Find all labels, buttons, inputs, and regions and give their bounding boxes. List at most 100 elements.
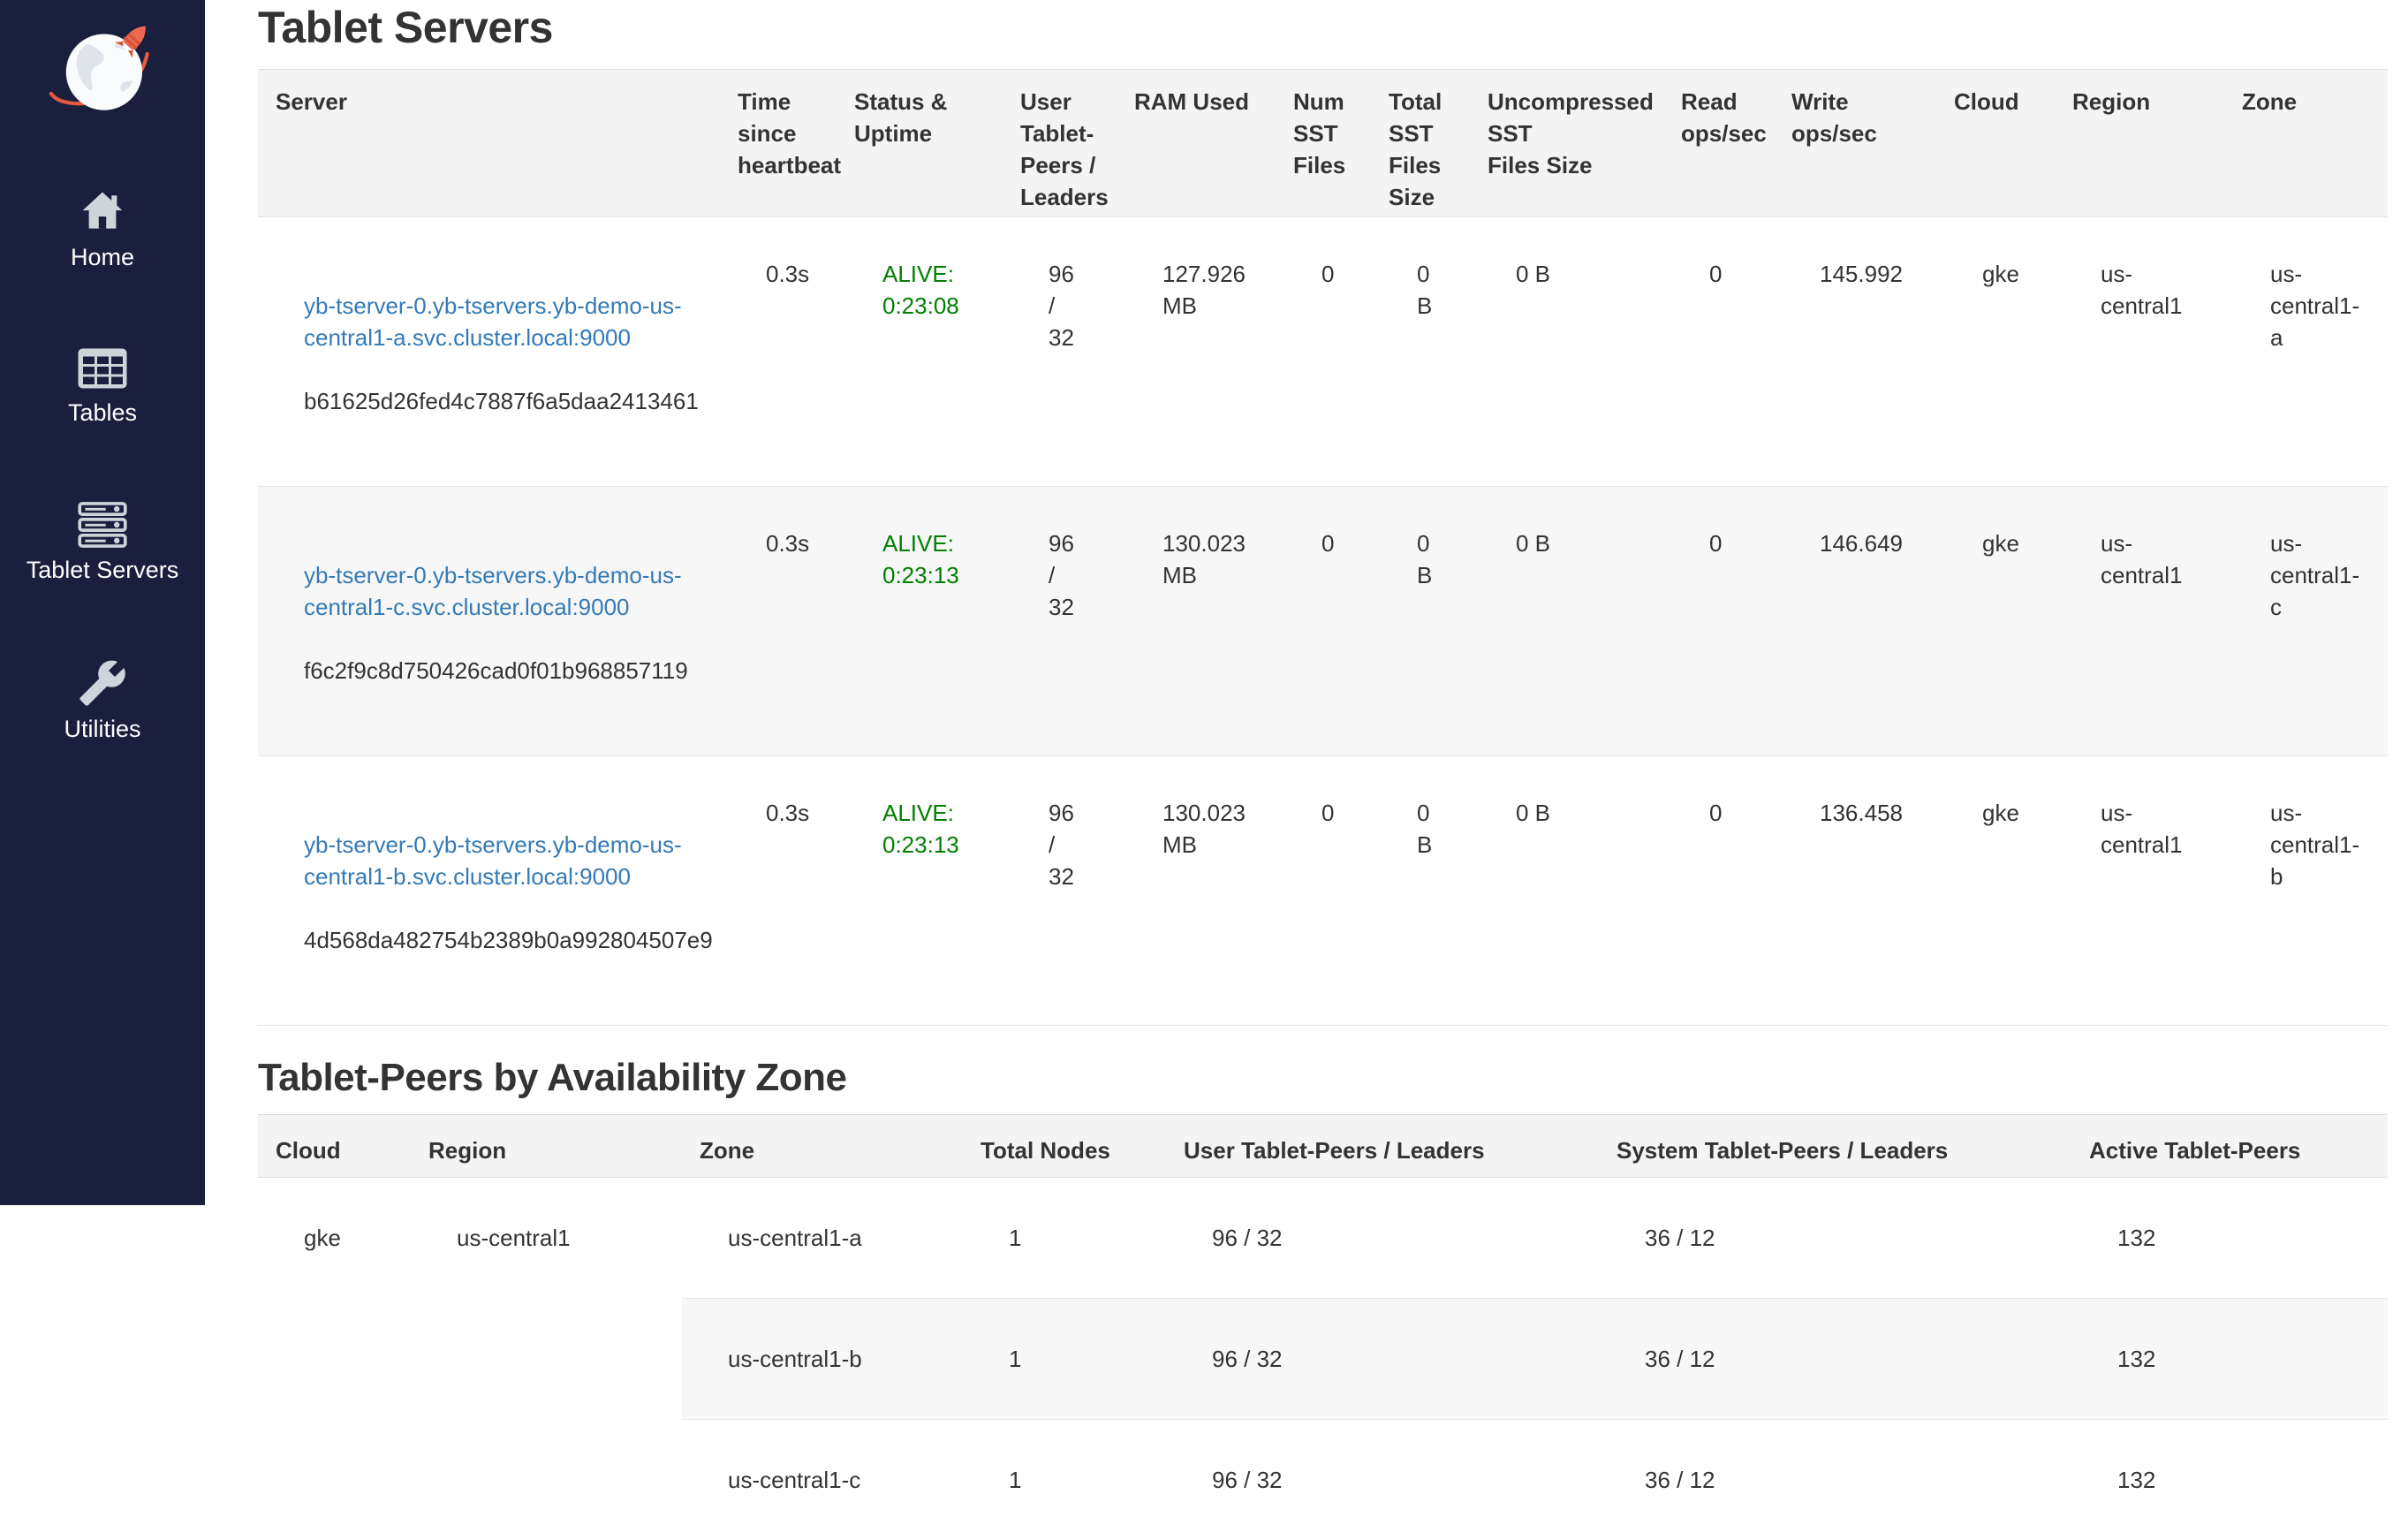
system-peers-cell: 36 / 12 [1599,1178,2071,1299]
total-nodes-cell: 1 [963,1178,1166,1299]
sidebar-item-label: Utilities [64,715,140,743]
sidebar-item-utilities[interactable]: Utilities [64,658,140,743]
total-sst-cell: 0 B [1371,756,1470,1026]
col-header-total-nodes: Total Nodes [963,1115,1166,1178]
zone-cell: us- central1- b [2224,756,2388,1026]
cloud-cell: gke [1936,756,2055,1026]
zone-cell: us- central1- a [2224,217,2388,487]
az-table-header-row: Cloud Region Zone Total Nodes User Table… [258,1115,2388,1178]
tserver-link[interactable]: yb-tserver-0.yb-tservers.yb-demo-us- cen… [304,290,709,353]
col-header-zone: Zone [682,1115,963,1178]
table-row: yb-tserver-0.yb-tservers.yb-demo-us- cen… [258,756,2388,1026]
heartbeat-cell: 0.3s [720,217,837,487]
ram-used-cell: 127.926 MB [1117,217,1276,487]
tserver-uuid: 4d568da482754b2389b0a992804507e9 [304,924,709,956]
sidebar-item-tables[interactable]: Tables [68,345,137,427]
heartbeat-cell: 0.3s [720,487,837,756]
user-tablet-peers-cell: 96 / 32 [1003,756,1117,1026]
ram-used-cell: 130.023 MB [1117,756,1276,1026]
col-header-active-tablet-peers: Active Tablet-Peers [2071,1115,2388,1178]
sidebar-item-home[interactable]: Home [71,186,134,271]
server-cell: yb-tserver-0.yb-tservers.yb-demo-us- cen… [258,756,720,1026]
tables-icon [76,345,129,391]
user-peers-cell: 96 / 32 [1166,1420,1599,1540]
col-header-cloud: Cloud [258,1115,411,1178]
system-peers-cell: 36 / 12 [1599,1420,2071,1540]
zone-cell: us-central1-a [682,1178,963,1299]
sidebar: Home Tables [0,0,205,1205]
col-header-read-ops: Read ops/sec [1663,70,1774,217]
sidebar-item-label: Tablet Servers [27,556,179,584]
region-cell: us-central1 [411,1178,682,1540]
zone-cell: us-central1-c [682,1420,963,1540]
num-sst-cell: 0 [1276,217,1371,487]
col-header-status: Status & Uptime [837,70,1003,217]
read-ops-cell: 0 [1663,756,1774,1026]
total-nodes-cell: 1 [963,1299,1166,1420]
home-icon [77,186,128,236]
sidebar-nav: Home Tables [27,186,179,817]
server-cell: yb-tserver-0.yb-tservers.yb-demo-us- cen… [258,487,720,756]
total-nodes-cell: 1 [963,1420,1166,1540]
heartbeat-cell: 0.3s [720,756,837,1026]
total-sst-cell: 0 B [1371,217,1470,487]
tserver-link[interactable]: yb-tserver-0.yb-tservers.yb-demo-us- cen… [304,559,709,623]
uncompressed-sst-cell: 0 B [1470,487,1663,756]
region-cell: us- central1 [2055,217,2224,487]
tserver-uuid: f6c2f9c8d750426cad0f01b968857119 [304,655,709,687]
col-header-write-ops: Write ops/sec [1774,70,1936,217]
status-badge: ALIVE: 0:23:13 [837,487,1003,756]
col-header-system-tablet-peers: System Tablet-Peers / Leaders [1599,1115,2071,1178]
uncompressed-sst-cell: 0 B [1470,756,1663,1026]
servers-icon [75,501,130,549]
write-ops-cell: 146.649 [1774,487,1936,756]
yugabyte-logo[interactable] [36,12,169,125]
col-header-total-sst: Total SST Files Size [1371,70,1470,217]
write-ops-cell: 136.458 [1774,756,1936,1026]
tserver-uuid: b61625d26fed4c7887f6a5daa2413461 [304,385,709,417]
zone-cell: us- central1- c [2224,487,2388,756]
col-header-zone: Zone [2224,70,2388,217]
col-header-heartbeat: Time since heartbeat [720,70,837,217]
status-badge: ALIVE: 0:23:08 [837,217,1003,487]
zone-cell: us-central1-b [682,1299,963,1420]
read-ops-cell: 0 [1663,487,1774,756]
region-cell: us- central1 [2055,756,2224,1026]
num-sst-cell: 0 [1276,756,1371,1026]
main-content: Tablet Servers Server Time since heartbe… [205,2,2408,1540]
wrench-icon [77,658,128,708]
user-tablet-peers-cell: 96 / 32 [1003,217,1117,487]
sidebar-item-label: Home [71,243,134,271]
col-header-user-tablet-peers: User Tablet-Peers / Leaders [1166,1115,1599,1178]
total-sst-cell: 0 B [1371,487,1470,756]
cloud-cell: gke [258,1178,411,1540]
col-header-region: Region [2055,70,2224,217]
tserver-table-header-row: Server Time since heartbeat Status & Upt… [258,70,2388,217]
ram-used-cell: 130.023 MB [1117,487,1276,756]
server-cell: yb-tserver-0.yb-tservers.yb-demo-us- cen… [258,217,720,487]
num-sst-cell: 0 [1276,487,1371,756]
uncompressed-sst-cell: 0 B [1470,217,1663,487]
active-peers-cell: 132 [2071,1420,2388,1540]
sidebar-item-label: Tables [68,398,137,427]
tablet-servers-table: Server Time since heartbeat Status & Upt… [258,69,2388,1026]
user-tablet-peers-cell: 96 / 32 [1003,487,1117,756]
write-ops-cell: 145.992 [1774,217,1936,487]
col-header-num-sst: Num SST Files [1276,70,1371,217]
col-header-ram: RAM Used [1117,70,1276,217]
tserver-link[interactable]: yb-tserver-0.yb-tservers.yb-demo-us- cen… [304,829,709,892]
table-row: yb-tserver-0.yb-tservers.yb-demo-us- cen… [258,487,2388,756]
page-title: Tablet Servers [258,2,2387,53]
status-badge: ALIVE: 0:23:13 [837,756,1003,1026]
section-title-tablet-peers-by-az: Tablet-Peers by Availability Zone [258,1056,2387,1100]
user-peers-cell: 96 / 32 [1166,1178,1599,1299]
sidebar-item-tablet-servers[interactable]: Tablet Servers [27,501,179,584]
col-header-server: Server [258,70,720,217]
user-peers-cell: 96 / 32 [1166,1299,1599,1420]
region-cell: us- central1 [2055,487,2224,756]
col-header-uncompressed-sst: Uncompressed SST Files Size [1470,70,1663,217]
active-peers-cell: 132 [2071,1178,2388,1299]
col-header-user-tablet-peers: User Tablet- Peers / Leaders [1003,70,1117,217]
table-row: gke us-central1 us-central1-a 1 96 / 32 … [258,1178,2388,1299]
active-peers-cell: 132 [2071,1299,2388,1420]
